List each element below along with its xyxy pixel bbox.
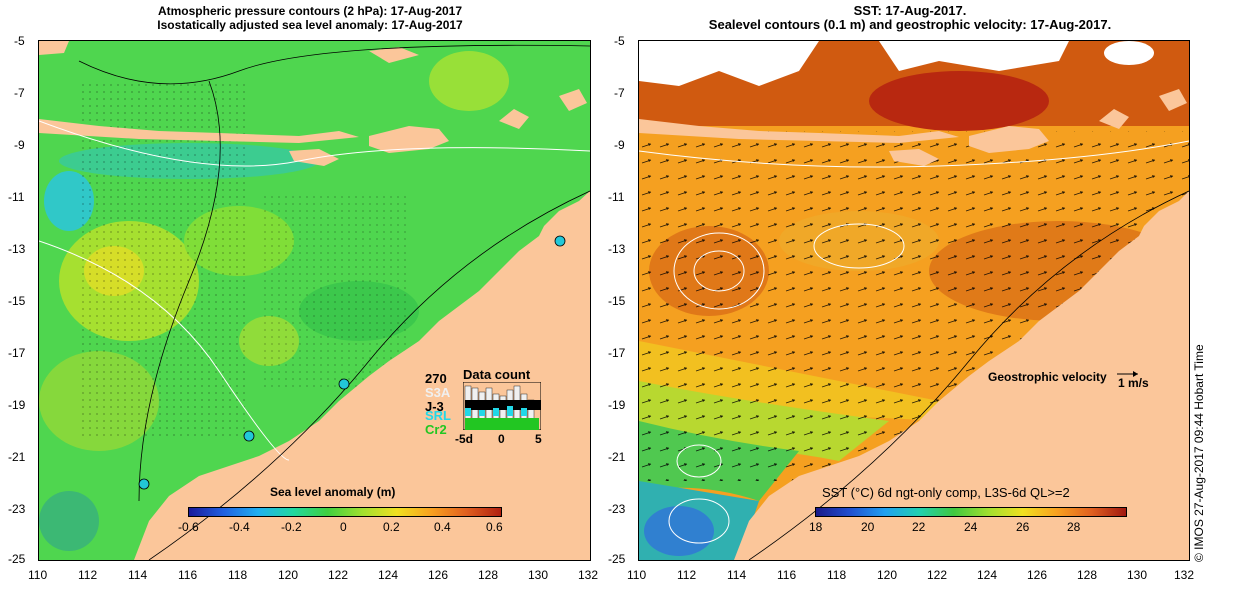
right-y-tick: -9 (614, 138, 625, 152)
right-title-line2: Sealevel contours (0.1 m) and geostrophi… (708, 17, 1112, 32)
left-y-tick: -7 (14, 86, 25, 100)
left-y-tick: -9 (14, 138, 25, 152)
right-x-tick: 116 (777, 568, 797, 582)
sst-colorbar-tick: 28 (1067, 520, 1081, 534)
right-y-tick: -15 (608, 294, 626, 308)
data-count-x-tick: 5 (535, 432, 542, 446)
left-x-tick: 114 (128, 568, 148, 582)
velocity-scale-label: 1 m/s (1118, 376, 1149, 390)
sea-level-anomaly-map-graphic (39, 41, 590, 560)
left-x-tick: 130 (528, 568, 549, 582)
right-x-tick: 112 (677, 568, 697, 582)
right-y-tick: -19 (608, 398, 626, 412)
right-x-tick: 126 (1027, 568, 1048, 582)
sst-colorbar-tick: 18 (809, 520, 823, 534)
sst-colorbar (815, 507, 1127, 517)
right-x-tick: 110 (627, 568, 647, 582)
right-x-tick: 130 (1127, 568, 1148, 582)
left-x-tick: 124 (378, 568, 399, 582)
data-count-sensor-s3a: S3A (425, 385, 451, 400)
sst-colorbar-tick: 22 (912, 520, 926, 534)
left-x-tick: 120 (278, 568, 299, 582)
left-y-tick: -21 (8, 450, 26, 464)
velocity-scale-arrow-icon (1117, 371, 1138, 377)
sla-colorbar-title: Sea level anomaly (m) (270, 485, 396, 499)
data-count-x-tick: -5d (455, 432, 473, 446)
left-y-tick: -25 (8, 552, 26, 566)
right-x-tick: 118 (827, 568, 847, 582)
right-x-tick: 124 (977, 568, 998, 582)
sea-level-anomaly-map (38, 40, 591, 561)
geostrophic-velocity-label: Geostrophic velocity (988, 370, 1107, 384)
histogram-bars (464, 385, 541, 430)
right-title-line1: SST: 17-Aug-2017. (853, 3, 967, 18)
right-y-tick: -21 (608, 450, 626, 464)
left-x-tick: 118 (228, 568, 248, 582)
left-y-tick: -13 (8, 242, 26, 256)
sla-colorbar-tick: 0.4 (434, 520, 451, 534)
left-y-tick: -11 (8, 190, 25, 204)
right-y-tick: -7 (614, 86, 625, 100)
left-x-tick: 126 (428, 568, 449, 582)
data-count-title: Data count (463, 367, 531, 382)
sst-colorbar-tick: 20 (861, 520, 875, 534)
right-x-tick: 128 (1077, 568, 1098, 582)
sla-colorbar (188, 507, 502, 517)
left-x-tick: 112 (78, 568, 98, 582)
right-y-tick: -23 (608, 502, 626, 516)
right-y-tick: -25 (608, 552, 626, 566)
right-y-tick: -5 (614, 34, 625, 48)
data-count-max: 270 (425, 371, 447, 386)
sla-colorbar-tick: 0 (340, 520, 347, 534)
sst-colorbar-tick: 24 (964, 520, 978, 534)
left-x-tick: 128 (478, 568, 499, 582)
left-x-tick: 132 (578, 568, 599, 582)
imos-credit: © IMOS 27-Aug-2017 09:44 Hobart Time (1192, 344, 1206, 562)
sst-colorbar-title: SST (°C) 6d ngt-only comp, L3S-6d QL>=2 (822, 485, 1070, 500)
left-title-line1: Atmospheric pressure contours (2 hPa): 1… (157, 4, 463, 18)
left-x-tick: 116 (178, 568, 198, 582)
sst-map (638, 40, 1190, 561)
right-y-tick: -17 (608, 346, 626, 360)
right-x-tick: 120 (877, 568, 898, 582)
left-y-tick: -15 (8, 294, 26, 308)
data-count-histogram (463, 382, 541, 430)
data-count-sensor-j3: J-3 (425, 399, 444, 414)
left-y-tick: -17 (8, 346, 26, 360)
sla-colorbar-tick: -0.6 (178, 520, 199, 534)
right-x-tick: 132 (1174, 568, 1195, 582)
left-x-tick: 122 (328, 568, 349, 582)
data-count-x-tick: 0 (498, 432, 505, 446)
sla-colorbar-tick: 0.6 (486, 520, 503, 534)
left-y-tick: -5 (14, 34, 25, 48)
left-y-tick: -23 (8, 502, 26, 516)
right-x-tick: 122 (927, 568, 948, 582)
sst-map-graphic (639, 41, 1189, 560)
sla-colorbar-tick: -0.4 (229, 520, 250, 534)
sla-colorbar-tick: 0.2 (383, 520, 400, 534)
right-x-tick: 114 (727, 568, 747, 582)
right-y-tick: -13 (608, 242, 626, 256)
sla-colorbar-tick: -0.2 (281, 520, 302, 534)
left-x-tick: 110 (28, 568, 48, 582)
left-y-tick: -19 (8, 398, 26, 412)
data-count-sensor-cr2: Cr2 (425, 422, 447, 437)
right-y-tick: -11 (608, 190, 625, 204)
data-count-sensor-srl: SRL (425, 408, 451, 423)
left-title-line2: Isostatically adjusted sea level anomaly… (157, 18, 463, 32)
sst-colorbar-tick: 26 (1016, 520, 1030, 534)
